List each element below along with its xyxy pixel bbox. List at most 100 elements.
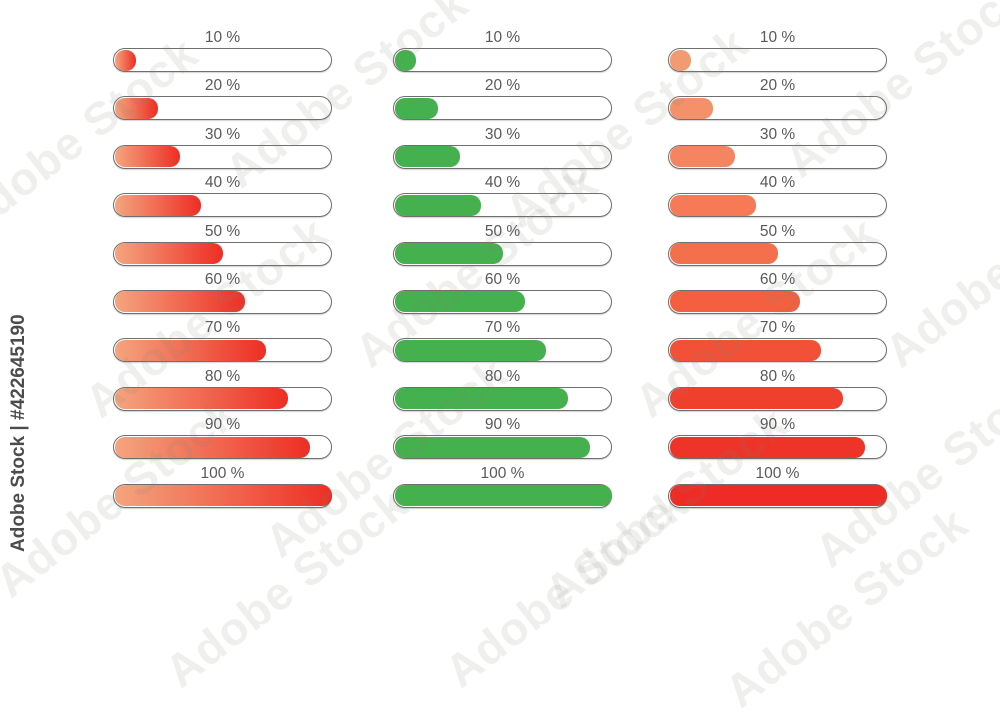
progress-row: 30 % [393, 125, 612, 173]
progress-fill [669, 146, 735, 168]
progress-fill [114, 291, 245, 313]
progress-fill [669, 339, 822, 361]
progress-track [113, 386, 332, 411]
progress-fill [394, 49, 417, 71]
progress-row: 40 % [113, 173, 332, 221]
progress-track [113, 48, 332, 72]
percent-label: 80 % [759, 367, 796, 385]
percent-label: 90 % [484, 416, 521, 434]
percent-label: 10 % [759, 29, 796, 46]
progress-row: 100 % [113, 464, 332, 512]
progress-track [393, 48, 612, 72]
progress-fill [114, 146, 180, 168]
percent-label: 10 % [204, 29, 241, 46]
progress-row: 80 % [113, 367, 332, 415]
percent-label: 40 % [204, 174, 241, 192]
progress-row: 40 % [668, 173, 887, 221]
progress-column-green-solid: 10 % 20 % 30 % 40 % 50 % 60 % 70 % 80 % 90 % 100 … [393, 28, 612, 512]
progress-row: 20 % [668, 76, 887, 124]
progress-row: 60 % [113, 270, 332, 318]
percent-label: 60 % [484, 270, 521, 288]
progress-row: 60 % [668, 270, 887, 318]
percent-label: 80 % [484, 367, 521, 385]
progress-fill [394, 243, 503, 265]
progress-track [113, 144, 332, 169]
progress-row: 30 % [668, 125, 887, 173]
progress-row: 10 % [113, 28, 332, 76]
progress-row: 70 % [668, 318, 887, 366]
progress-row: 40 % [393, 173, 612, 221]
progress-track [393, 289, 612, 314]
progress-track [113, 241, 332, 266]
percent-label: 20 % [204, 77, 241, 95]
progress-fill [669, 49, 692, 71]
progress-row: 90 % [668, 415, 887, 463]
progress-column-orange-to-red: 10 % 20 % 30 % 40 % 50 % 60 % 70 % 80 % 90 % 100 … [668, 28, 887, 512]
progress-track [393, 338, 612, 363]
percent-label: 20 % [484, 77, 521, 95]
progress-track [113, 193, 332, 218]
progress-fill [394, 339, 547, 361]
progress-fill [114, 388, 289, 410]
progress-row: 50 % [668, 222, 887, 270]
progress-row: 100 % [393, 464, 612, 512]
progress-row: 50 % [113, 222, 332, 270]
progress-row: 10 % [668, 28, 887, 76]
progress-track [668, 193, 887, 218]
progress-track [668, 483, 887, 508]
progress-track [668, 241, 887, 266]
percent-label: 100 % [480, 464, 525, 482]
progress-track [393, 241, 612, 266]
progress-fill [669, 291, 800, 313]
progress-fill [394, 291, 525, 313]
progress-track [668, 386, 887, 411]
progress-row: 10 % [393, 28, 612, 76]
progress-track [113, 483, 332, 508]
percent-label: 70 % [759, 319, 796, 337]
progress-row: 20 % [113, 76, 332, 124]
percent-label: 80 % [204, 367, 241, 385]
progress-fill [114, 194, 202, 216]
progress-row: 60 % [393, 270, 612, 318]
progress-fill [669, 97, 713, 119]
progress-track [668, 144, 887, 169]
progress-row: 20 % [393, 76, 612, 124]
progress-column-red-gradient: 10 % 20 % 30 % 40 % 50 % 60 % 70 % 80 % 90 % 100 … [113, 28, 332, 512]
progress-fill [669, 436, 865, 458]
progress-track [113, 96, 332, 121]
progress-fill [114, 243, 223, 265]
percent-label: 60 % [759, 270, 796, 288]
percent-label: 100 % [755, 464, 800, 482]
progress-fill [114, 339, 267, 361]
progress-fill [114, 49, 137, 71]
progress-fill [669, 243, 778, 265]
progress-row: 90 % [393, 415, 612, 463]
progress-fill [669, 485, 887, 507]
progress-track [393, 144, 612, 169]
progress-fill [114, 436, 310, 458]
progress-row: 80 % [393, 367, 612, 415]
progress-track [668, 435, 887, 460]
percent-label: 90 % [759, 416, 796, 434]
progress-track [393, 193, 612, 218]
percent-label: 70 % [484, 319, 521, 337]
percent-label: 60 % [204, 270, 241, 288]
percent-label: 90 % [204, 416, 241, 434]
percent-label: 10 % [484, 29, 521, 46]
adobe-stock-watermark-tile: Adobe Stock [874, 157, 1000, 378]
percent-label: 30 % [484, 125, 521, 143]
progress-track [113, 338, 332, 363]
progress-row: 80 % [668, 367, 887, 415]
progress-fill [114, 485, 332, 507]
adobe-stock-watermark-tile: Adobe Stock [714, 496, 978, 718]
percent-label: 50 % [484, 222, 521, 240]
progress-fill [669, 388, 844, 410]
progress-fill [394, 194, 482, 216]
progress-track [393, 435, 612, 460]
progress-fill [394, 485, 612, 507]
percent-label: 30 % [759, 125, 796, 143]
progress-track [668, 96, 887, 121]
progress-track [668, 48, 887, 72]
percent-label: 30 % [204, 125, 241, 143]
percent-label: 70 % [204, 319, 241, 337]
